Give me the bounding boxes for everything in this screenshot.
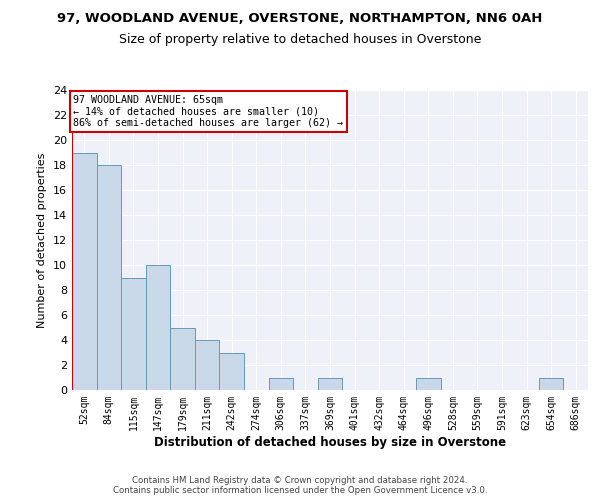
Text: 97, WOODLAND AVENUE, OVERSTONE, NORTHAMPTON, NN6 0AH: 97, WOODLAND AVENUE, OVERSTONE, NORTHAMP… bbox=[58, 12, 542, 26]
Text: 97 WOODLAND AVENUE: 65sqm
← 14% of detached houses are smaller (10)
86% of semi-: 97 WOODLAND AVENUE: 65sqm ← 14% of detac… bbox=[73, 95, 343, 128]
Bar bbox=[539, 378, 563, 390]
Y-axis label: Number of detached properties: Number of detached properties bbox=[37, 152, 47, 328]
Text: Size of property relative to detached houses in Overstone: Size of property relative to detached ho… bbox=[119, 32, 481, 46]
Bar bbox=[269, 378, 293, 390]
Text: Contains HM Land Registry data © Crown copyright and database right 2024.
Contai: Contains HM Land Registry data © Crown c… bbox=[113, 476, 487, 495]
Bar bbox=[146, 265, 170, 390]
Bar bbox=[97, 165, 121, 390]
Bar bbox=[170, 328, 195, 390]
Text: Distribution of detached houses by size in Overstone: Distribution of detached houses by size … bbox=[154, 436, 506, 449]
Bar bbox=[121, 278, 146, 390]
Bar bbox=[416, 378, 440, 390]
Bar bbox=[318, 378, 342, 390]
Bar bbox=[220, 352, 244, 390]
Bar bbox=[195, 340, 220, 390]
Bar bbox=[72, 152, 97, 390]
